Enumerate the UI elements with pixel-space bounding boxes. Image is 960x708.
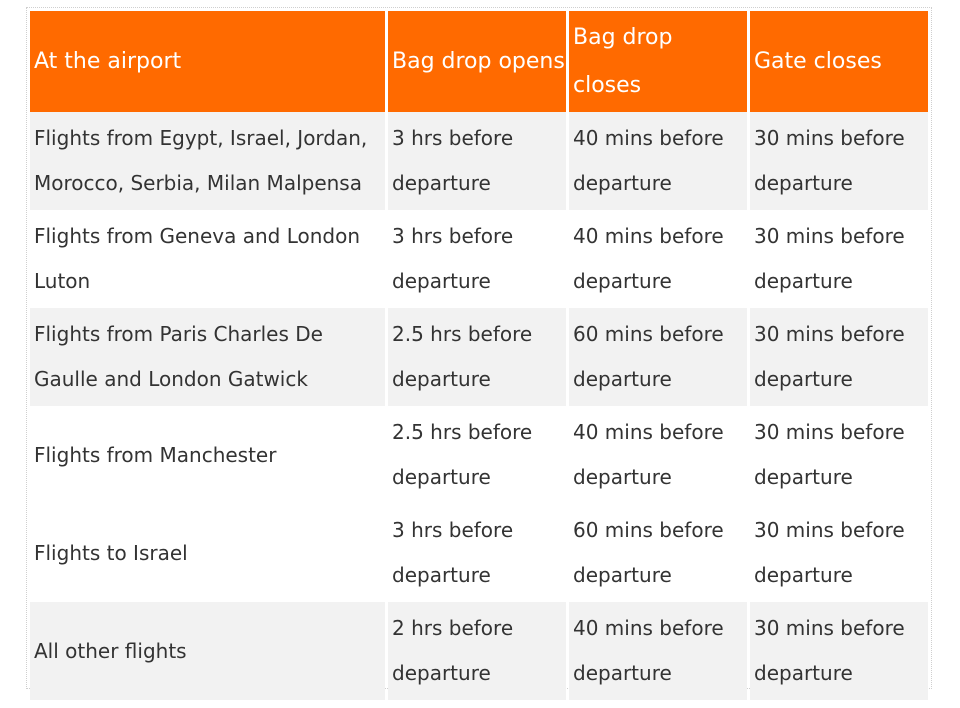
- header-label: Gate closes: [754, 48, 882, 74]
- cell-location: Flights from Egypt, Israel, Jordan, Moro…: [30, 112, 385, 210]
- header-at-the-airport: At the airport: [30, 11, 385, 112]
- cell-text: 30 mins before: [754, 126, 905, 150]
- cell-text: departure: [392, 367, 491, 391]
- cell-text: All other flights: [34, 638, 187, 663]
- cell-gate-closes: 30 mins before departure: [750, 602, 928, 700]
- cell-text: 40 mins before: [573, 126, 724, 150]
- header-label: At the airport: [34, 48, 182, 74]
- cell-text: 3 hrs before: [392, 126, 514, 150]
- cell-text: Morocco, Serbia, Milan Malpensa: [34, 171, 362, 195]
- header-bag-drop-closes: Bag drop closes: [569, 11, 747, 112]
- cell-text: 40 mins before: [573, 224, 724, 248]
- cell-gate-closes: 30 mins before departure: [750, 406, 928, 504]
- cell-text: 2 hrs before: [392, 616, 514, 640]
- cell-text: 2.5 hrs before: [392, 420, 533, 444]
- cell-text: departure: [754, 367, 853, 391]
- cell-text: departure: [754, 563, 853, 587]
- header-label-line-1: Bag drop: [573, 24, 673, 50]
- cell-text: 30 mins before: [754, 224, 905, 248]
- cell-gate-closes: 30 mins before departure: [750, 504, 928, 602]
- cell-gate-closes: 30 mins before departure: [750, 112, 928, 210]
- cell-bag-drop-closes: 40 mins before departure: [569, 602, 747, 700]
- cell-text: 3 hrs before: [392, 518, 514, 542]
- cell-location: All other flights: [30, 602, 385, 700]
- cell-location: Flights from Manchester: [30, 406, 385, 504]
- cell-text: Flights from Egypt, Israel, Jordan,: [34, 126, 368, 150]
- cell-text: 30 mins before: [754, 322, 905, 346]
- header-gate-closes: Gate closes: [750, 11, 928, 112]
- cell-bag-drop-opens: 3 hrs before departure: [388, 112, 566, 210]
- table-row: Flights from Manchester 2.5 hrs before d…: [30, 406, 928, 504]
- cell-text: 40 mins before: [573, 420, 724, 444]
- cell-text: 30 mins before: [754, 518, 905, 542]
- airport-times-table: At the airport Bag drop opens Bag drop c…: [27, 11, 931, 700]
- cell-text: departure: [573, 465, 672, 489]
- cell-bag-drop-closes: 40 mins before departure: [569, 210, 747, 308]
- cell-text: departure: [573, 367, 672, 391]
- cell-text: Gaulle and London Gatwick: [34, 367, 308, 391]
- cell-text: 3 hrs before: [392, 224, 514, 248]
- table-row: Flights from Egypt, Israel, Jordan, Moro…: [30, 112, 928, 210]
- cell-bag-drop-opens: 3 hrs before departure: [388, 504, 566, 602]
- cell-text: departure: [392, 661, 491, 685]
- cell-location: Flights from Geneva and London Luton: [30, 210, 385, 308]
- cell-text: Flights from Paris Charles De: [34, 322, 323, 346]
- cell-text: departure: [754, 269, 853, 293]
- cell-bag-drop-opens: 2.5 hrs before departure: [388, 406, 566, 504]
- cell-text: departure: [754, 171, 853, 195]
- cell-text: departure: [392, 563, 491, 587]
- table-row: Flights from Paris Charles De Gaulle and…: [30, 308, 928, 406]
- cell-text: Flights to Israel: [34, 540, 188, 565]
- cell-bag-drop-opens: 3 hrs before departure: [388, 210, 566, 308]
- cell-text: departure: [573, 661, 672, 685]
- header-label-line-2: closes: [573, 72, 642, 98]
- cell-text: Luton: [34, 269, 91, 293]
- cell-bag-drop-closes: 60 mins before departure: [569, 308, 747, 406]
- cell-text: departure: [573, 171, 672, 195]
- cell-text: departure: [754, 661, 853, 685]
- cell-text: departure: [392, 269, 491, 293]
- cell-text: departure: [392, 465, 491, 489]
- cell-text: 30 mins before: [754, 420, 905, 444]
- cell-text: 60 mins before: [573, 322, 724, 346]
- cell-text: 2.5 hrs before: [392, 322, 533, 346]
- cell-text: Flights from Manchester: [34, 442, 277, 467]
- cell-text: 60 mins before: [573, 518, 724, 542]
- cell-gate-closes: 30 mins before departure: [750, 308, 928, 406]
- cell-text: 40 mins before: [573, 616, 724, 640]
- table-row: All other flights 2 hrs before departure…: [30, 602, 928, 700]
- table-row: Flights to Israel 3 hrs before departure…: [30, 504, 928, 602]
- table-header-row: At the airport Bag drop opens Bag drop c…: [30, 11, 928, 112]
- cell-location: Flights from Paris Charles De Gaulle and…: [30, 308, 385, 406]
- cell-text: departure: [754, 465, 853, 489]
- cell-bag-drop-opens: 2.5 hrs before departure: [388, 308, 566, 406]
- cell-text: Flights from Geneva and London: [34, 224, 361, 248]
- cell-bag-drop-opens: 2 hrs before departure: [388, 602, 566, 700]
- cell-bag-drop-closes: 40 mins before departure: [569, 112, 747, 210]
- cell-text: departure: [573, 563, 672, 587]
- header-label: Bag drop opens: [392, 48, 565, 74]
- cell-bag-drop-closes: 60 mins before departure: [569, 504, 747, 602]
- cell-bag-drop-closes: 40 mins before departure: [569, 406, 747, 504]
- cell-gate-closes: 30 mins before departure: [750, 210, 928, 308]
- table-row: Flights from Geneva and London Luton 3 h…: [30, 210, 928, 308]
- header-bag-drop-opens: Bag drop opens: [388, 11, 566, 112]
- cell-text: departure: [392, 171, 491, 195]
- cell-text: departure: [573, 269, 672, 293]
- cell-location: Flights to Israel: [30, 504, 385, 602]
- cell-text: 30 mins before: [754, 616, 905, 640]
